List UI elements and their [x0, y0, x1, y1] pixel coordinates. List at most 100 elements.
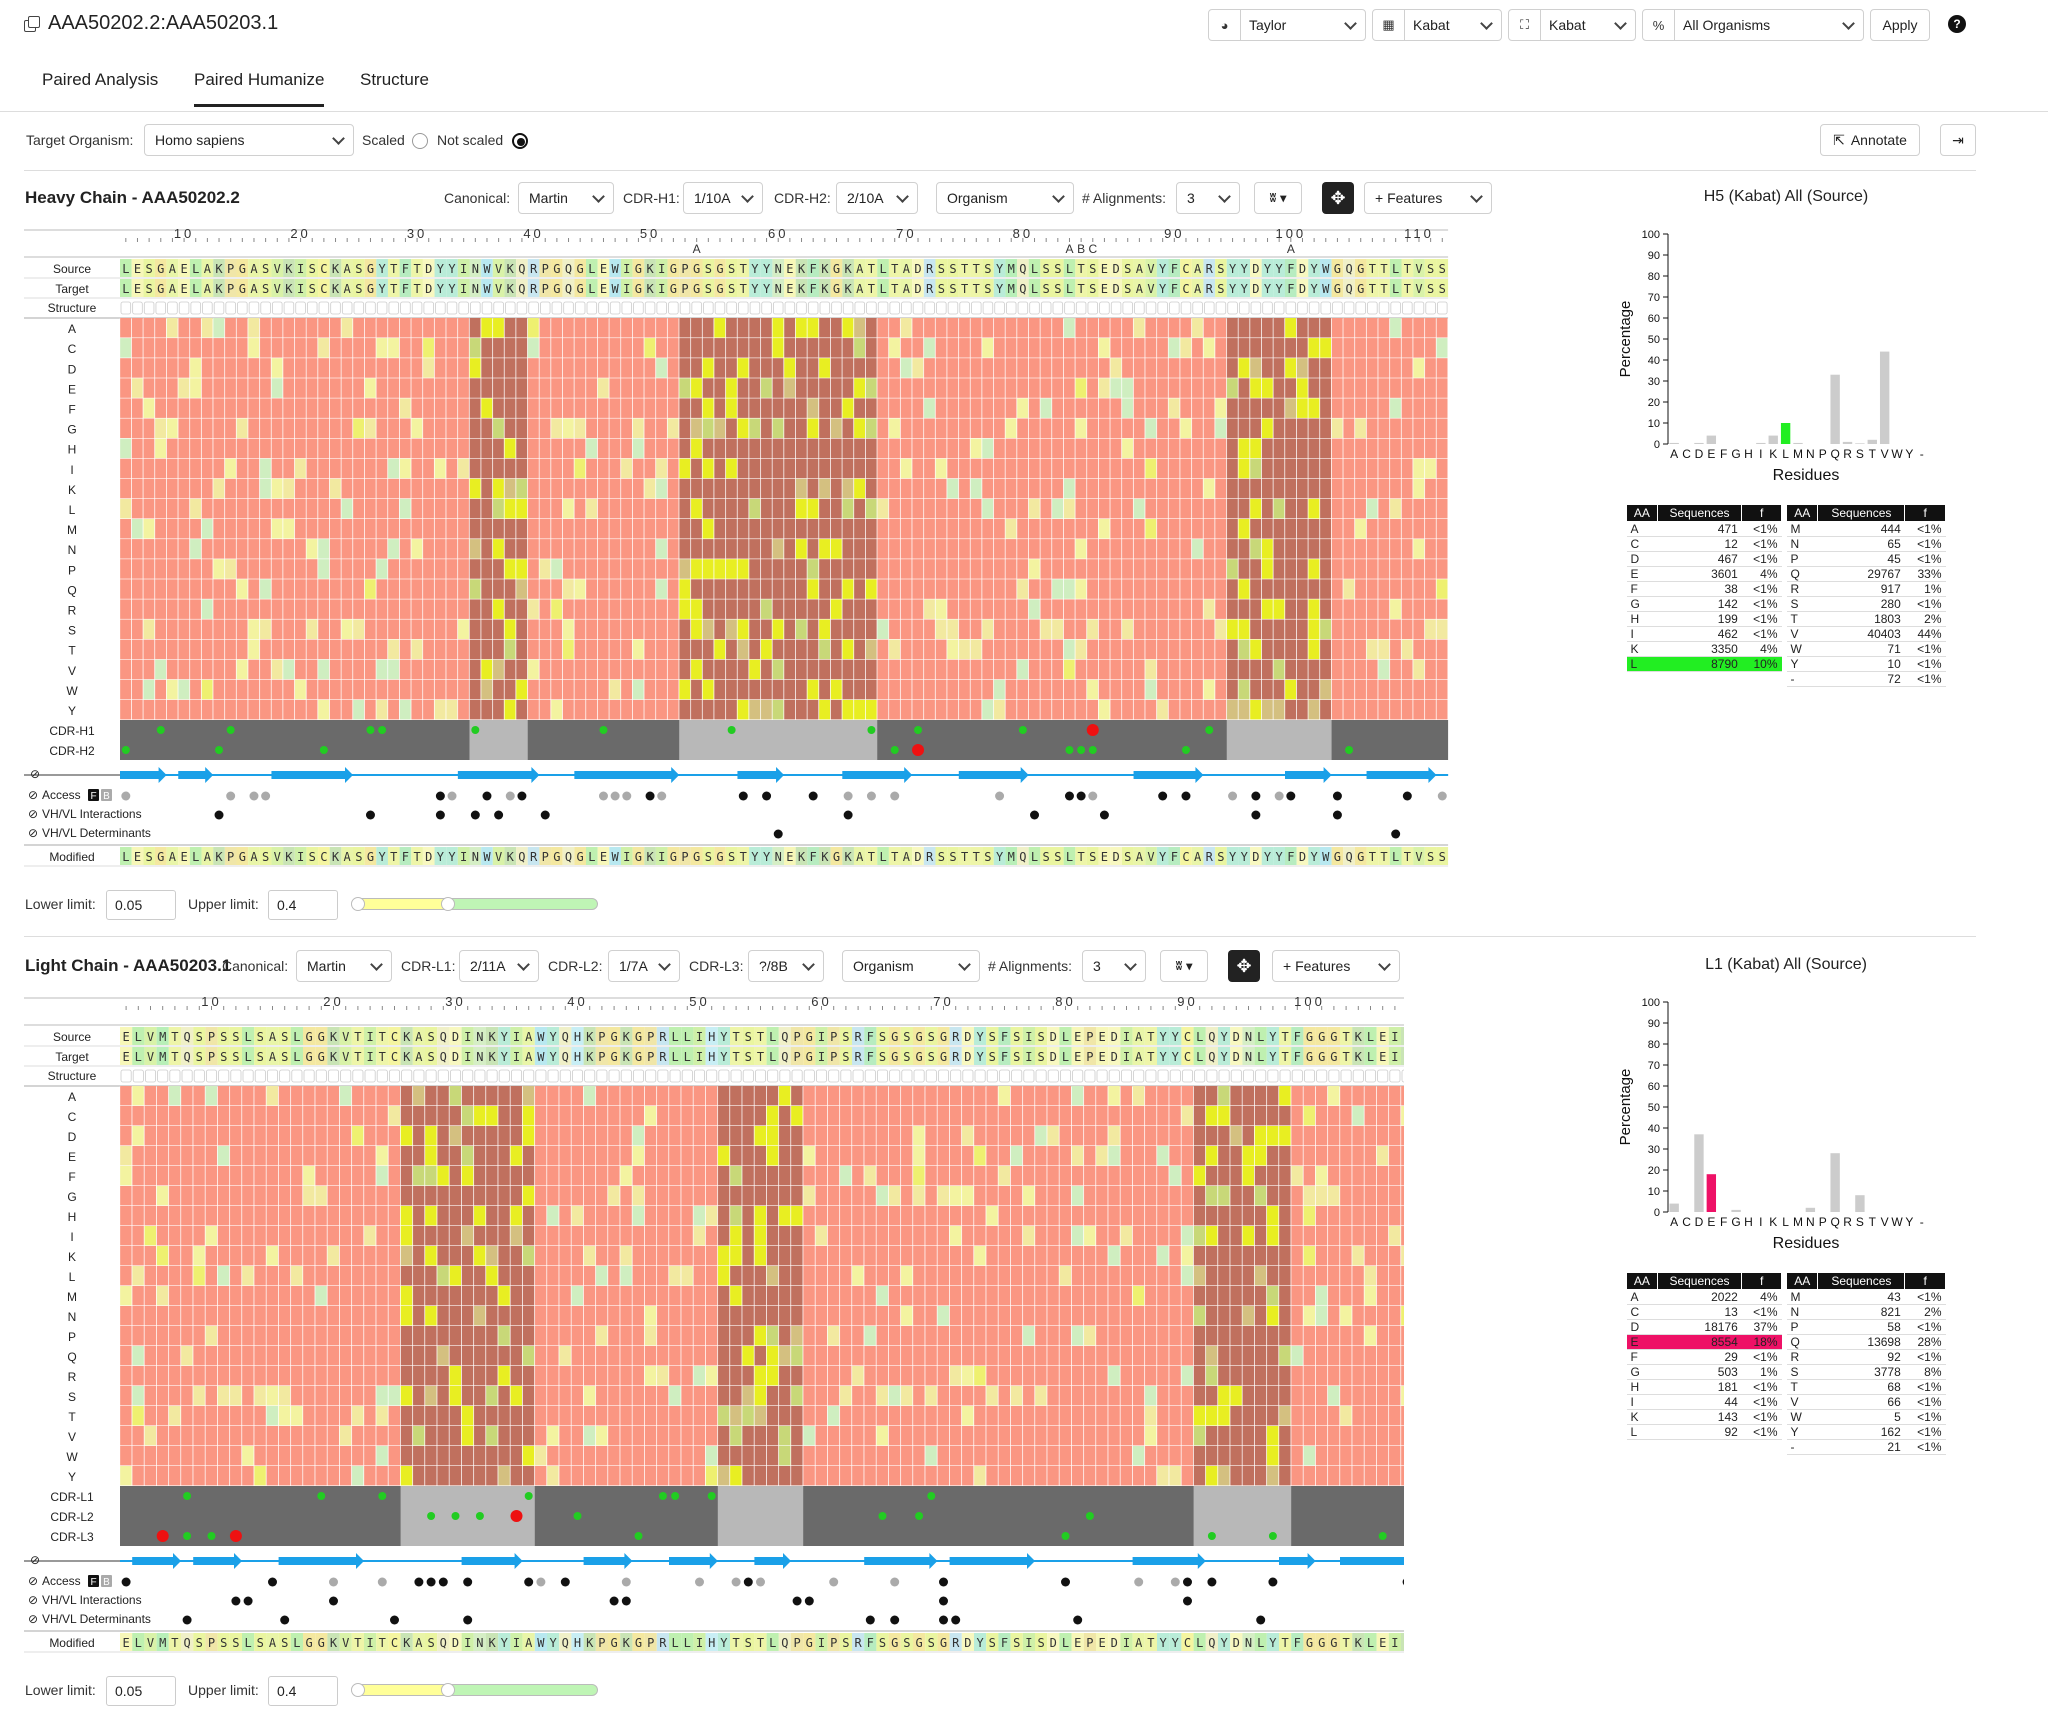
frequency-cell[interactable] [1110, 559, 1122, 579]
modified-row-cell[interactable] [923, 847, 936, 865]
frequency-cell[interactable] [1331, 639, 1343, 660]
frequency-cell[interactable] [1413, 539, 1425, 559]
frequency-cell[interactable] [947, 559, 959, 579]
frequency-cell[interactable] [1156, 398, 1168, 418]
frequency-cell[interactable] [181, 1126, 193, 1146]
frequency-cell[interactable] [961, 1186, 974, 1206]
light-display-dropdown[interactable]: ʬ ▾ [1160, 950, 1208, 982]
frequency-cell[interactable] [271, 418, 283, 439]
frequency-cell[interactable] [1273, 679, 1285, 700]
frequency-cell[interactable] [986, 1126, 998, 1146]
frequency-cell[interactable] [306, 318, 318, 338]
frequency-cell[interactable] [481, 539, 493, 559]
frequency-cell[interactable] [387, 659, 399, 680]
frequency-cell[interactable] [913, 1146, 925, 1166]
frequency-cell[interactable] [900, 1146, 913, 1166]
frequency-cell[interactable] [807, 318, 819, 338]
frequency-cell[interactable] [1132, 1166, 1145, 1186]
frequency-cell[interactable] [1121, 418, 1133, 439]
frequency-cell[interactable] [644, 599, 656, 619]
frequency-cell[interactable] [597, 559, 609, 579]
frequency-cell[interactable] [156, 1106, 169, 1126]
target-row-cell[interactable] [772, 279, 785, 297]
frequency-cell[interactable] [807, 338, 819, 358]
frequency-cell[interactable] [679, 318, 691, 338]
frequency-cell[interactable] [353, 639, 365, 660]
frequency-cell[interactable] [1168, 378, 1180, 398]
frequency-cell[interactable] [865, 398, 877, 418]
target-row-cell[interactable] [1291, 1047, 1304, 1065]
frequency-cell[interactable] [853, 599, 865, 619]
frequency-cell[interactable] [1108, 1186, 1120, 1206]
frequency-cell[interactable] [912, 318, 924, 338]
frequency-cell[interactable] [1132, 1126, 1145, 1146]
frequency-cell[interactable] [399, 619, 411, 640]
frequency-cell[interactable] [294, 418, 306, 439]
frequency-cell[interactable] [609, 699, 621, 720]
frequency-cell[interactable] [236, 519, 248, 539]
frequency-cell[interactable] [815, 1186, 827, 1206]
frequency-cell[interactable] [865, 519, 877, 539]
modified-row-cell[interactable] [830, 847, 843, 865]
frequency-cell[interactable] [656, 1166, 669, 1186]
frequency-cell[interactable] [679, 398, 691, 418]
frequency-cell[interactable] [1052, 639, 1064, 660]
frequency-cell[interactable] [551, 458, 563, 479]
target-row-cell[interactable] [1250, 279, 1262, 297]
frequency-cell[interactable] [259, 398, 271, 418]
beta-strand-arrow[interactable] [457, 767, 540, 783]
frequency-cell[interactable] [702, 539, 714, 559]
frequency-cell[interactable] [1040, 599, 1052, 619]
frequency-cell[interactable] [900, 398, 912, 418]
frequency-cell[interactable] [807, 559, 819, 579]
frequency-cell[interactable] [1215, 679, 1227, 700]
frequency-cell[interactable] [961, 1146, 974, 1166]
frequency-cell[interactable] [341, 579, 353, 599]
frequency-cell[interactable] [888, 398, 900, 418]
frequency-cell[interactable] [469, 318, 481, 338]
frequency-cell[interactable] [364, 679, 376, 700]
frequency-cell[interactable] [574, 318, 586, 338]
frequency-cell[interactable] [1047, 1186, 1059, 1206]
frequency-cell[interactable] [551, 478, 563, 499]
frequency-cell[interactable] [329, 358, 341, 378]
frequency-cell[interactable] [667, 358, 679, 378]
frequency-cell[interactable] [772, 539, 784, 559]
frequency-cell[interactable] [778, 1086, 791, 1106]
frequency-cell[interactable] [772, 338, 784, 358]
frequency-cell[interactable] [399, 659, 411, 680]
frequency-cell[interactable] [1218, 1146, 1230, 1166]
access-dot[interactable] [226, 791, 236, 801]
frequency-cell[interactable] [143, 639, 155, 660]
frequency-cell[interactable] [876, 1106, 888, 1126]
frequency-cell[interactable] [864, 1166, 876, 1186]
frequency-cell[interactable] [888, 458, 900, 479]
source-row-cell[interactable] [1291, 1027, 1304, 1045]
source-row-cell[interactable] [714, 259, 726, 277]
source-row-cell[interactable] [1075, 259, 1087, 277]
frequency-cell[interactable] [1250, 639, 1262, 660]
frequency-cell[interactable] [364, 519, 376, 539]
frequency-cell[interactable] [1040, 358, 1052, 378]
frequency-cell[interactable] [422, 679, 434, 700]
frequency-cell[interactable] [982, 498, 994, 519]
frequency-cell[interactable] [1354, 378, 1366, 398]
access-dot[interactable] [1251, 791, 1261, 801]
frequency-cell[interactable] [1028, 458, 1040, 479]
frequency-cell[interactable] [166, 619, 178, 640]
frequency-cell[interactable] [597, 699, 609, 720]
canonical-residue-dot[interactable] [366, 726, 375, 734]
heavy-lower-knob[interactable] [351, 897, 365, 911]
target-row-cell[interactable] [422, 279, 435, 297]
frequency-cell[interactable] [1215, 478, 1227, 499]
frequency-cell[interactable] [1028, 679, 1040, 700]
frequency-cell[interactable] [1098, 338, 1110, 358]
frequency-cell[interactable] [1215, 438, 1227, 459]
source-row-cell[interactable] [1144, 1027, 1157, 1045]
frequency-cell[interactable] [1098, 599, 1110, 619]
target-row-cell[interactable] [120, 279, 132, 297]
frequency-cell[interactable] [830, 559, 842, 579]
frequency-cell[interactable] [143, 498, 155, 519]
frequency-cell[interactable] [422, 639, 434, 660]
modified-row-cell[interactable] [842, 847, 854, 865]
